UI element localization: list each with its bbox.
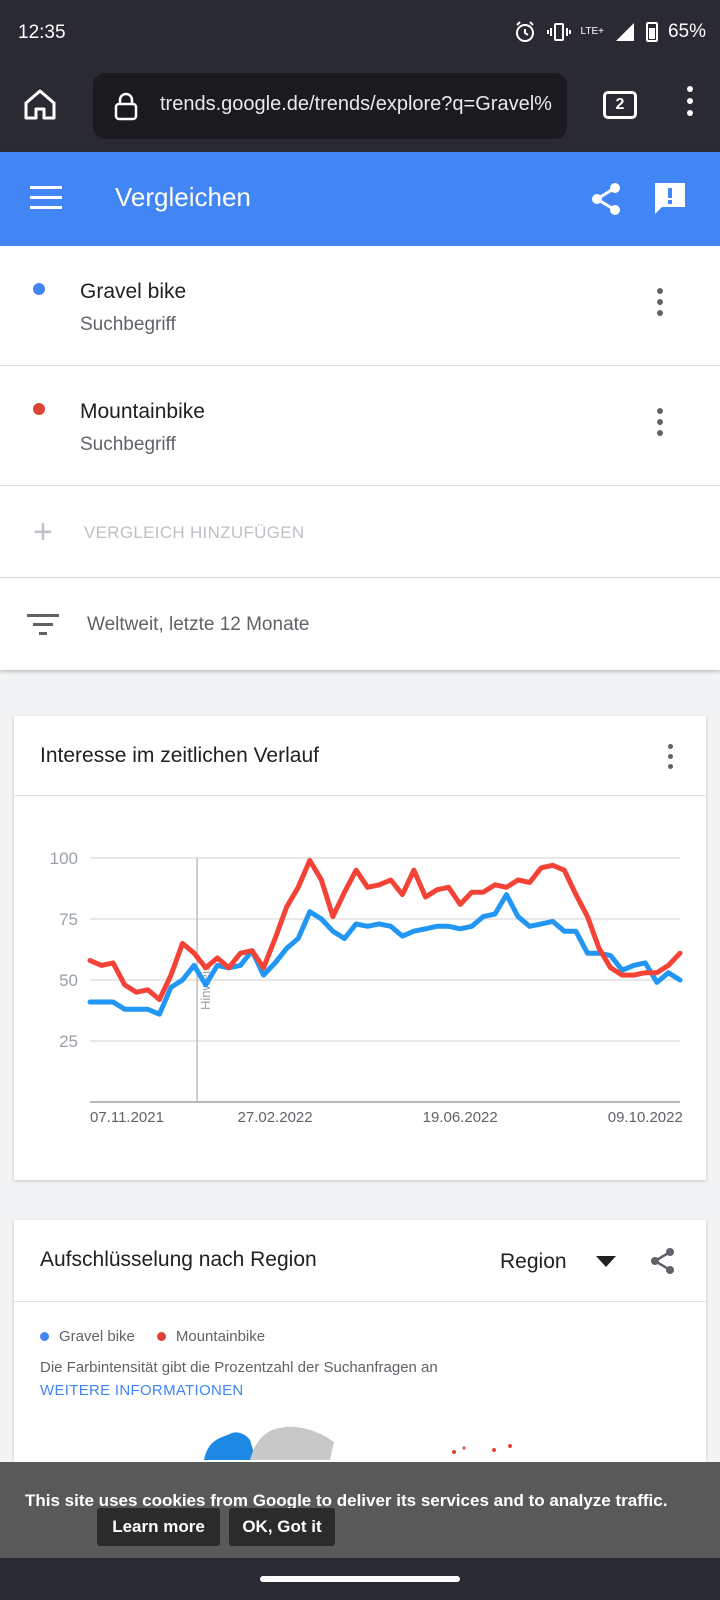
home-icon[interactable] <box>20 84 60 124</box>
y-tick-label: 100 <box>50 849 78 868</box>
network-type: LTE+ <box>580 26 604 37</box>
x-tick-label: 07.11.2021 <box>90 1109 164 1126</box>
term-more-icon[interactable] <box>650 288 670 324</box>
tabs-icon[interactable]: 2 <box>603 91 637 119</box>
x-tick-label: 27.02.2022 <box>238 1109 313 1126</box>
card-more-icon[interactable] <box>662 744 678 776</box>
battery-level: 65% <box>667 21 706 42</box>
region-breakdown-card: Aufschlüsselung nach Region Region Grave… <box>14 1220 706 1480</box>
filter-row[interactable]: Weltweit, letzte 12 Monate <box>0 578 720 670</box>
color-intensity-note: Die Farbintensität gibt die Prozentzahl … <box>40 1359 438 1376</box>
card-title: Interesse im zeitlichen Verlauf <box>40 744 319 767</box>
ok-got-it-button[interactable]: OK, Got it <box>229 1508 335 1546</box>
plus-icon: + <box>33 513 53 551</box>
legend-item: Mountainbike <box>156 1328 265 1345</box>
term-name: Gravel bike <box>80 280 187 303</box>
vibrate-icon <box>546 23 571 41</box>
share-icon[interactable] <box>588 180 626 218</box>
browser-toolbar: trends.google.de/trends/explore?q=Gravel… <box>0 64 720 152</box>
term-color-dot <box>33 283 45 295</box>
tab-count: 2 <box>615 96 625 113</box>
search-terms-list: Gravel bike Suchbegriff Mountainbike Suc… <box>0 246 720 670</box>
cookie-banner: This site uses cookies from Google to de… <box>0 1462 720 1558</box>
battery-icon <box>645 22 658 42</box>
address-bar[interactable]: trends.google.de/trends/explore?q=Gravel… <box>93 73 567 139</box>
lock-icon <box>114 92 138 121</box>
term-item-gravel-bike[interactable]: Gravel bike Suchbegriff <box>0 246 720 366</box>
interest-over-time-card: Interesse im zeitlichen Verlauf 25 50 75 10… <box>14 716 706 1180</box>
term-kind: Suchbegriff <box>80 434 176 455</box>
system-nav-bar <box>0 1558 720 1600</box>
map-region-shape <box>204 1426 334 1460</box>
menu-icon[interactable] <box>30 186 62 210</box>
x-tick-label: 09.10.2022 <box>608 1109 683 1126</box>
y-tick-label: 50 <box>59 971 78 990</box>
term-color-dot <box>33 403 45 415</box>
dropdown-arrow-icon[interactable] <box>596 1256 616 1267</box>
signal-icon <box>615 23 634 41</box>
y-tick-label: 25 <box>59 1032 78 1051</box>
interest-line-chart[interactable]: 25 50 75 100 07.11.2021 27.02.2022 19.06.2022 0… <box>14 796 706 1180</box>
series-line-mountainbike <box>87 857 683 1002</box>
more-vert-icon[interactable] <box>680 86 700 124</box>
app-bar: Vergleichen <box>0 152 720 246</box>
feedback-icon[interactable] <box>651 180 689 218</box>
y-tick-label: 75 <box>59 910 78 929</box>
series-line-gravel-bike <box>87 892 683 1017</box>
region-legend: Gravel bike Mountainbike <box>40 1328 265 1345</box>
cookie-message: This site uses cookies from Google to de… <box>25 1491 668 1510</box>
filter-label: Weltweit, letzte 12 Monate <box>87 614 310 635</box>
alarm-icon <box>515 21 534 42</box>
card-title: Aufschlüsselung nach Region <box>40 1248 317 1271</box>
learn-more-button[interactable]: Learn more <box>97 1508 220 1546</box>
term-name: Mountainbike <box>80 400 205 423</box>
filter-icon <box>27 614 59 635</box>
term-more-icon[interactable] <box>650 408 670 444</box>
card-header: Aufschlüsselung nach Region Region <box>14 1220 706 1302</box>
map-region-shape <box>452 1444 512 1454</box>
home-gesture-handle[interactable] <box>260 1576 460 1582</box>
term-kind: Suchbegriff <box>80 314 176 335</box>
card-header: Interesse im zeitlichen Verlauf <box>14 716 706 796</box>
status-time: 12:35 <box>18 22 66 43</box>
term-item-mountainbike[interactable]: Mountainbike Suchbegriff <box>0 366 720 486</box>
more-info-link[interactable]: WEITERE INFORMATIONEN <box>40 1382 244 1399</box>
x-tick-label: 19.06.2022 <box>423 1109 498 1126</box>
add-comparison-label: VERGLEICH HINZUFÜGEN <box>84 523 305 542</box>
status-icons: LTE+ 65% <box>513 20 706 44</box>
add-comparison-button[interactable]: + VERGLEICH HINZUFÜGEN <box>0 486 720 578</box>
region-selector[interactable]: Region <box>500 1250 567 1273</box>
share-icon[interactable] <box>648 1246 678 1276</box>
status-bar: 12:35 LTE+ 65% <box>0 0 720 64</box>
url-text: trends.google.de/trends/explore?q=Gravel… <box>160 93 552 115</box>
page-title: Vergleichen <box>115 182 251 212</box>
legend-item: Gravel bike <box>40 1328 135 1345</box>
